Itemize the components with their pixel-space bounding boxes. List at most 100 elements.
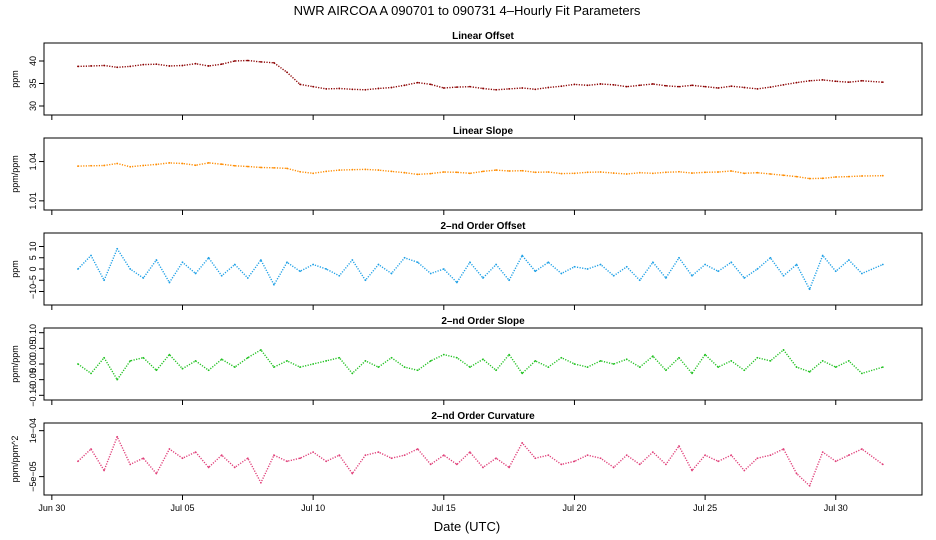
data-point — [586, 268, 589, 270]
data-point — [403, 171, 406, 174]
data-point — [429, 463, 432, 466]
data-point — [77, 165, 79, 168]
data-point — [691, 469, 693, 472]
data-point — [717, 87, 720, 89]
data-point — [586, 454, 589, 457]
data-point — [651, 261, 654, 264]
panel-title: 2–nd Order Slope — [441, 316, 525, 327]
data-point — [678, 85, 680, 88]
data-point — [77, 460, 79, 463]
data-point — [756, 356, 759, 359]
data-point — [103, 164, 106, 167]
x-tick-label: Jun 30 — [38, 503, 65, 513]
panel-frame — [43, 137, 923, 211]
panel-frame — [43, 232, 923, 306]
data-point — [351, 372, 354, 375]
data-point — [116, 66, 119, 69]
data-point — [246, 356, 249, 359]
data-point — [691, 84, 693, 87]
data-point — [90, 65, 92, 67]
data-point — [246, 59, 249, 62]
data-point — [881, 366, 884, 369]
data-point — [860, 79, 863, 82]
data-point — [429, 83, 432, 86]
figure-title: NWR AIRCOA A 090701 to 090731 4–Hourly F… — [294, 3, 641, 18]
data-point — [325, 88, 328, 90]
data-point — [155, 259, 158, 261]
data-point — [429, 359, 432, 362]
data-point — [821, 79, 824, 81]
data-point — [638, 171, 641, 174]
data-point — [495, 457, 497, 460]
data-point — [881, 81, 884, 84]
data-point — [207, 466, 210, 469]
data-point — [847, 259, 850, 261]
data-point — [155, 369, 158, 372]
data-point — [795, 472, 798, 475]
data-point — [377, 451, 380, 454]
data-point — [704, 353, 707, 356]
data-point — [442, 454, 445, 457]
data-point — [482, 358, 484, 361]
data-point — [442, 353, 445, 356]
panel-5: 2–nd Order Curvature −5e−05 1e−04 ppm/ppm^2… — [10, 411, 923, 513]
data-point — [573, 83, 576, 86]
panel-frame — [43, 327, 923, 401]
data-point — [612, 172, 615, 174]
data-point — [416, 81, 419, 84]
data-point — [442, 87, 445, 89]
data-point — [769, 454, 772, 457]
data-point — [168, 161, 171, 164]
x-axis-label: Date (UTC) — [434, 519, 500, 534]
data-point — [77, 268, 79, 270]
data-point — [377, 263, 380, 266]
data-point — [194, 272, 197, 275]
data-point — [168, 353, 171, 356]
data-point — [364, 359, 367, 362]
data-point — [599, 83, 602, 85]
panel-title: Linear Slope — [453, 126, 513, 137]
data-point — [495, 88, 497, 91]
data-point — [142, 63, 145, 66]
data-point — [547, 86, 550, 89]
data-point — [233, 263, 236, 266]
y-tick-label: −0.05 — [28, 368, 38, 391]
panel-title: 2–nd Order Curvature — [431, 411, 535, 422]
data-point — [847, 454, 850, 457]
data-point — [756, 268, 759, 270]
data-point — [521, 442, 524, 444]
data-point — [612, 274, 615, 277]
data-point — [390, 170, 393, 173]
data-point — [860, 272, 863, 275]
data-point — [482, 170, 484, 173]
data-point — [881, 463, 884, 466]
data-point — [834, 460, 837, 463]
data-point — [534, 88, 537, 91]
data-point — [233, 366, 236, 369]
data-point — [665, 277, 667, 279]
data-point — [730, 454, 733, 457]
data-point — [403, 84, 406, 87]
panel-frame — [43, 422, 923, 496]
data-point — [612, 466, 615, 469]
data-point — [155, 472, 158, 475]
data-point — [508, 279, 511, 282]
data-point — [625, 358, 628, 361]
data-point — [691, 172, 693, 174]
data-point — [207, 369, 210, 372]
data-point — [625, 265, 628, 268]
data-point — [377, 169, 380, 171]
y-tick-label: 5 — [28, 255, 38, 260]
y-tick-label: −10 — [28, 284, 38, 299]
y-tick-label: 1.04 — [28, 153, 38, 171]
panel-2: Linear Slope 1.01 1.04 ppm/ppm — [10, 126, 923, 215]
data-point — [821, 254, 824, 257]
data-point — [508, 170, 511, 172]
data-point — [521, 372, 524, 375]
data-point — [416, 448, 419, 450]
data-point — [233, 60, 236, 62]
data-point — [717, 366, 720, 369]
data-point — [416, 369, 419, 372]
data-point — [273, 454, 275, 457]
data-point — [207, 256, 210, 259]
